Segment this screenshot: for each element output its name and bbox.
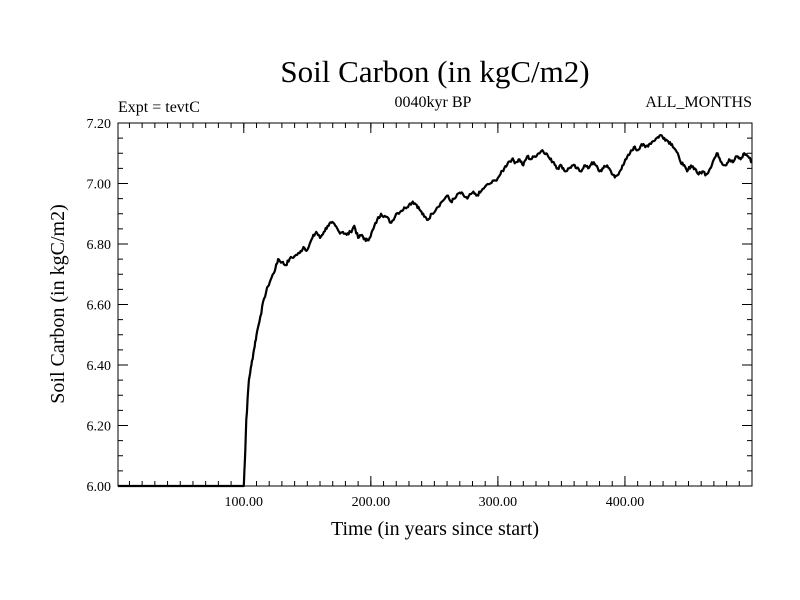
chart-subtitle: 0040kyr BP xyxy=(395,94,472,111)
x-tick-label: 100.00 xyxy=(225,495,264,510)
y-tick-label: 6.40 xyxy=(87,359,112,374)
y-tick-label: 6.60 xyxy=(87,299,112,314)
y-axis-label: Soil Carbon (in kgC/m2) xyxy=(47,204,69,403)
x-tick-labels: 100.00 200.00 300.00 400.00 xyxy=(225,495,645,510)
series-line-soil-carbon xyxy=(118,134,753,488)
months-label: ALL_MONTHS xyxy=(645,94,752,111)
x-tick-label: 200.00 xyxy=(352,495,391,510)
x-axis-label: Time (in years since start) xyxy=(331,518,539,540)
y-tick-label: 6.00 xyxy=(87,480,112,495)
x-tick-label: 400.00 xyxy=(606,495,645,510)
y-tick-label: 7.00 xyxy=(87,178,112,193)
plot-frame xyxy=(117,122,753,487)
y-tick-label: 6.20 xyxy=(87,420,112,435)
chart-title: Soil Carbon (in kgC/m2) xyxy=(280,54,589,89)
y-tick-label: 7.20 xyxy=(87,117,112,132)
x-tick-label: 300.00 xyxy=(479,495,518,510)
major-ticks xyxy=(118,122,752,487)
y-tick-labels: 6.00 6.20 6.40 6.60 6.80 7.00 7.20 xyxy=(87,117,112,495)
y-tick-label: 6.80 xyxy=(87,238,112,253)
minor-ticks xyxy=(118,122,753,487)
experiment-label: Expt = tevtC xyxy=(118,99,200,116)
